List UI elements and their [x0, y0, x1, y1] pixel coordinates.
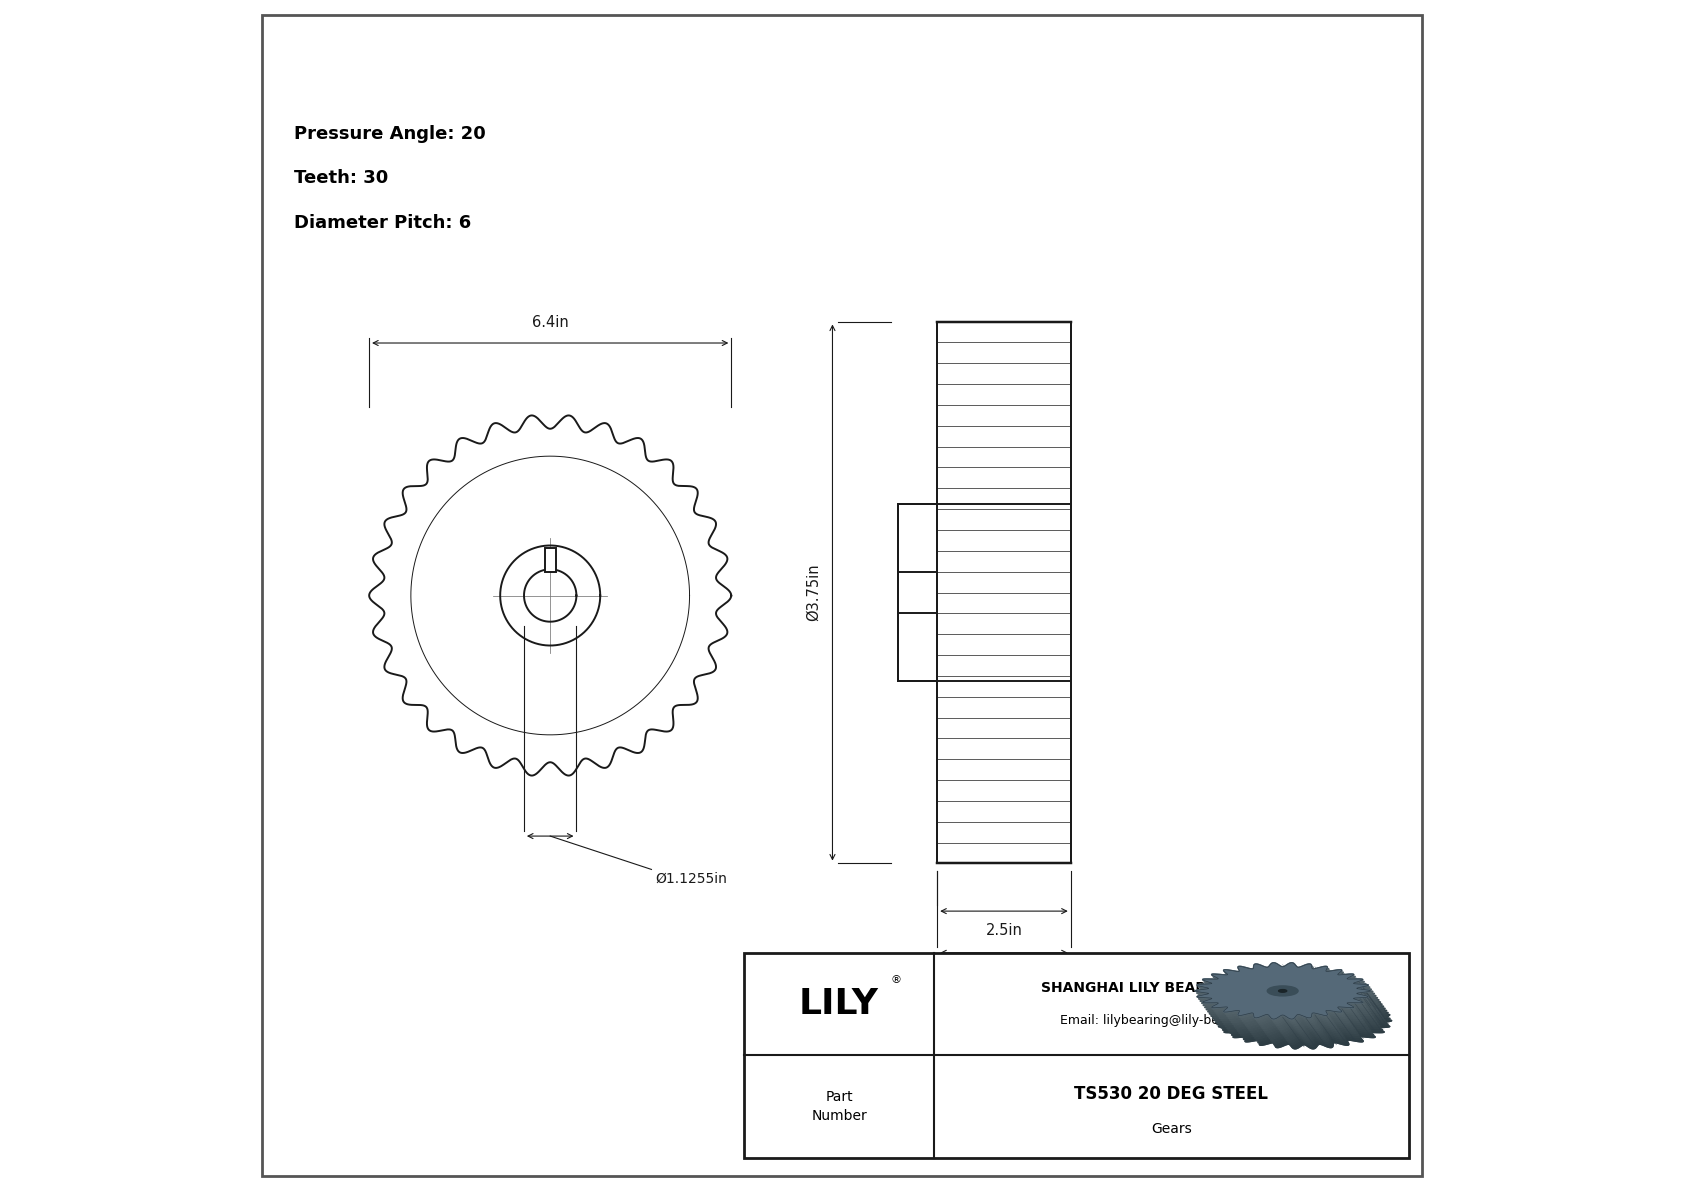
Text: Gears: Gears	[1150, 1122, 1192, 1136]
Bar	[546, 548, 556, 572]
Text: ®: ®	[891, 975, 901, 985]
Text: Ø3.75in: Ø3.75in	[805, 563, 820, 622]
Polygon shape	[1196, 962, 1371, 1019]
Text: LILY: LILY	[800, 987, 879, 1021]
Ellipse shape	[1278, 990, 1287, 992]
Polygon shape	[1201, 972, 1376, 1028]
Text: 3.75in: 3.75in	[982, 965, 1027, 980]
Polygon shape	[1216, 992, 1391, 1049]
Text: 6.4in: 6.4in	[532, 314, 569, 330]
Text: Diameter Pitch: 6: Diameter Pitch: 6	[295, 214, 472, 232]
Polygon shape	[1216, 992, 1391, 1049]
Text: Ø1.1255in: Ø1.1255in	[655, 872, 727, 886]
Polygon shape	[1199, 967, 1372, 1023]
Bar	[938, 322, 1071, 863]
Polygon shape	[1214, 989, 1389, 1045]
Polygon shape	[1212, 986, 1388, 1042]
Text: Teeth: 30: Teeth: 30	[295, 169, 389, 187]
Polygon shape	[1202, 973, 1378, 1030]
Text: TS530 20 DEG STEEL: TS530 20 DEG STEEL	[1074, 1085, 1268, 1103]
Polygon shape	[1207, 980, 1383, 1036]
Polygon shape	[1197, 965, 1372, 1021]
Polygon shape	[1199, 969, 1374, 1025]
Polygon shape	[1204, 975, 1379, 1031]
Text: Part
Number: Part Number	[812, 1090, 867, 1123]
Text: 2.5in: 2.5in	[985, 923, 1022, 939]
Polygon shape	[1216, 991, 1389, 1047]
Text: Email: lilybearing@lily-bearing.com: Email: lilybearing@lily-bearing.com	[1061, 1014, 1282, 1027]
Text: Pressure Angle: 20: Pressure Angle: 20	[295, 125, 487, 143]
Polygon shape	[1206, 978, 1381, 1034]
Ellipse shape	[1268, 986, 1298, 996]
Text: SHANGHAI LILY BEARING LIMITED: SHANGHAI LILY BEARING LIMITED	[1041, 980, 1302, 994]
Bar	[898, 504, 938, 681]
Bar	[744, 953, 1410, 1158]
Polygon shape	[1196, 962, 1371, 1019]
Polygon shape	[1211, 984, 1386, 1040]
Polygon shape	[1209, 981, 1384, 1039]
